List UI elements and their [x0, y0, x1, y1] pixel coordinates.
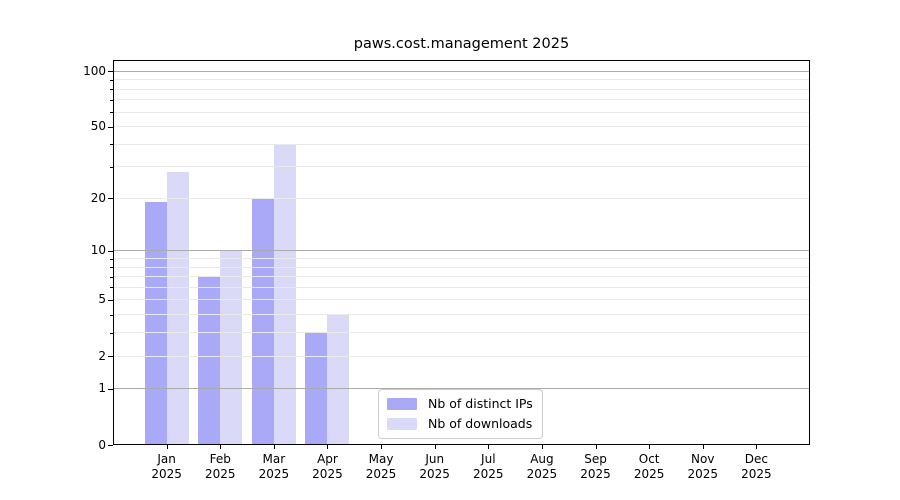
x-tick-label: Jun 2025 [419, 452, 450, 481]
gridline-minor [113, 99, 810, 101]
legend: Nb of distinct IPs Nb of downloads [378, 389, 543, 439]
gridline-minor [113, 88, 810, 90]
bar-feb-downloads [220, 250, 243, 445]
x-tick-mark [166, 445, 168, 449]
y-minor-tick-mark [110, 287, 113, 289]
gridline-minor [113, 126, 810, 128]
x-tick-label: Apr 2025 [312, 452, 343, 481]
y-minor-tick-mark [110, 276, 113, 278]
y-minor-tick-mark [110, 258, 113, 260]
gridline-minor [113, 355, 810, 357]
legend-swatch-downloads [387, 418, 417, 430]
gridline-minor [113, 111, 810, 113]
y-tick-mark [108, 250, 113, 252]
bar-jan-downloads [166, 172, 189, 445]
x-tick-mark [702, 445, 704, 449]
legend-swatch-distinct-ips [387, 398, 417, 410]
y-tick-label: 2 [98, 348, 106, 363]
x-tick-label: Feb 2025 [204, 452, 236, 481]
x-tick-mark [488, 445, 490, 449]
y-tick-mark [108, 445, 113, 446]
x-tick-mark [220, 445, 222, 449]
gridline-major [113, 388, 810, 390]
x-tick-mark [541, 445, 543, 449]
x-tick-label: Jan 2025 [151, 452, 182, 481]
x-tick-label: Nov 2025 [687, 452, 719, 481]
x-tick-label: Sep 2025 [580, 452, 611, 481]
y-tick-label: 5 [98, 292, 106, 307]
y-tick-mark [108, 71, 113, 73]
gridline-minor [113, 79, 810, 81]
gridline-minor [113, 299, 810, 301]
legend-entry-distinct-ips: Nb of distinct IPs [387, 396, 533, 412]
gridline-minor [113, 314, 810, 316]
x-tick-mark [434, 445, 436, 449]
y-tick-mark [108, 388, 113, 390]
gridline-minor [113, 197, 810, 199]
gridline-minor [113, 258, 810, 259]
x-tick-mark [756, 445, 758, 449]
x-tick-label: Jul 2025 [473, 452, 504, 481]
y-tick-mark [108, 198, 113, 200]
x-tick-label: Aug 2025 [526, 452, 558, 481]
bar-jan-distinct-ips [144, 202, 167, 445]
chart-title: paws.cost.management 2025 [353, 36, 570, 52]
y-minor-tick-mark [110, 267, 113, 269]
gridline-minor [113, 266, 810, 268]
y-minor-tick-mark [110, 166, 113, 168]
y-tick-label: 100 [83, 63, 106, 78]
bar-apr-downloads [327, 314, 350, 445]
y-tick-label: 1 [98, 381, 106, 396]
y-minor-tick-mark [110, 99, 113, 101]
y-minor-tick-mark [110, 144, 113, 146]
gridline-minor [113, 276, 810, 278]
gridline-minor [113, 143, 810, 145]
gridline-minor [113, 166, 810, 168]
x-tick-label: Mar 2025 [258, 452, 290, 481]
gridline-major [113, 250, 810, 252]
gridline-minor [113, 332, 810, 334]
y-minor-tick-mark [110, 314, 113, 316]
x-tick-label: Oct 2025 [633, 452, 665, 481]
y-minor-tick-mark [110, 89, 113, 91]
y-tick-label: 20 [90, 190, 106, 205]
y-tick-mark [108, 126, 113, 128]
x-tick-mark [273, 445, 275, 449]
x-tick-mark [327, 445, 329, 449]
y-minor-tick-mark [110, 112, 113, 114]
y-tick-label: 10 [90, 243, 106, 258]
legend-label-distinct-ips: Nb of distinct IPs [428, 396, 533, 411]
y-tick-mark [108, 356, 113, 358]
x-tick-mark [649, 445, 651, 449]
x-tick-mark [595, 445, 597, 449]
plot-area [113, 60, 810, 445]
gridline-minor [113, 286, 810, 288]
legend-entry-downloads: Nb of downloads [387, 416, 533, 432]
x-tick-label: Dec 2025 [741, 452, 772, 481]
bar-feb-distinct-ips [198, 276, 221, 445]
grid-layer [113, 60, 810, 445]
bar-mar-downloads [273, 144, 296, 445]
y-tick-mark [108, 299, 113, 301]
y-minor-tick-mark [110, 79, 113, 81]
x-tick-mark [381, 445, 383, 449]
gridline-major [113, 70, 810, 72]
x-tick-label: May 2025 [365, 452, 397, 481]
y-tick-label: 50 [90, 119, 106, 134]
bar-mar-distinct-ips [251, 198, 274, 445]
y-minor-tick-mark [110, 332, 113, 334]
y-tick-label: 0 [98, 437, 106, 452]
legend-label-downloads: Nb of downloads [428, 416, 533, 431]
